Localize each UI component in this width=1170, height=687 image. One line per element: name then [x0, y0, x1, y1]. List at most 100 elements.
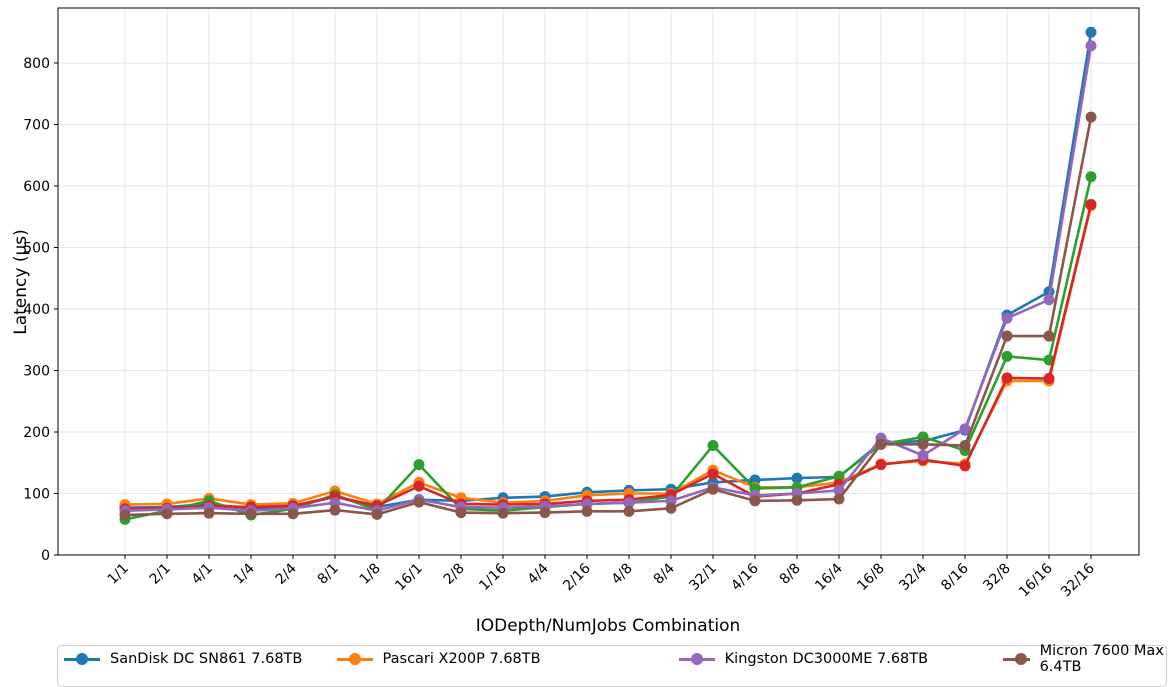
data-point: [1001, 350, 1013, 362]
x-tick-label: 16/16: [1016, 560, 1056, 600]
data-point: [833, 470, 845, 482]
data-point: [1001, 312, 1013, 324]
x-tick-label: 16/1: [392, 561, 426, 595]
series-line: [124, 116, 1093, 517]
y-tick-label: 500: [23, 241, 50, 257]
data-point: [1043, 294, 1055, 306]
series-lines: [119, 26, 1097, 525]
data-point: [1085, 198, 1097, 210]
data-point: [707, 483, 719, 495]
legend-item: Kingston DC3000ME 7.68TB: [673, 646, 997, 672]
data-point: [1043, 330, 1055, 342]
x-tick-label: 1/8: [357, 561, 384, 588]
data-point: [959, 460, 971, 472]
data-point: [875, 438, 887, 450]
legend-marker-icon: [336, 653, 373, 665]
x-tick-label: 2/16: [560, 560, 594, 594]
data-point: [623, 505, 635, 517]
data-point: [581, 505, 593, 517]
plot-frame: [57, 7, 1140, 556]
x-tick-label: 1/4: [231, 560, 258, 587]
data-point: [539, 507, 551, 519]
legend-label: Pascari X200P 7.68TB: [382, 651, 541, 667]
legend-marker-icon: [64, 653, 100, 665]
data-point: [413, 459, 425, 471]
x-tick-label: 1/1: [105, 561, 132, 588]
line-chart: 0 100 200 300 400 500 600 700 800 1/1 2/1 4/1 1/4 2/…: [11, 7, 1140, 636]
x-tick-label: 4/8: [609, 561, 636, 588]
data-point: [161, 508, 173, 520]
y-tick-label: 600: [23, 179, 50, 195]
data-point: [203, 507, 215, 519]
data-point: [1085, 26, 1097, 38]
grid: [58, 8, 1139, 556]
x-tick-label: 8/8: [777, 561, 804, 588]
data-point: [707, 468, 719, 480]
data-point: [119, 509, 131, 521]
x-tick-label: 1/16: [476, 560, 510, 594]
data-point: [875, 459, 887, 471]
data-point: [287, 508, 299, 520]
data-point: [1001, 372, 1013, 384]
x-tick-label: 4/1: [189, 561, 216, 588]
y-tick-label: 300: [23, 364, 50, 380]
y-tick-label: 400: [23, 302, 50, 318]
y-axis-label: Latency (µs): [11, 229, 31, 335]
data-point: [917, 449, 929, 461]
x-tick-label: 8/1: [315, 561, 342, 588]
data-point: [1001, 330, 1013, 342]
legend-label: SanDisk DC SN861 7.68TB: [110, 651, 303, 667]
data-point: [329, 504, 341, 516]
data-point: [1085, 171, 1097, 183]
data-point: [917, 438, 929, 450]
x-tick-label: 2/1: [147, 561, 174, 588]
y-tick-label: 0: [41, 548, 50, 564]
data-point: [413, 480, 425, 492]
data-point: [371, 508, 383, 520]
legend-item: SanDisk DC SN861 7.68TB: [58, 646, 331, 672]
x-tick-label: 4/4: [525, 560, 552, 587]
series-line: [124, 204, 1093, 511]
data-point: [707, 440, 719, 452]
y-axis-ticks: 0 100 200 300 400 500 600 700 800: [23, 56, 58, 564]
data-point: [749, 495, 761, 507]
x-tick-label: 4/16: [728, 560, 762, 594]
x-tick-label: 2/8: [441, 561, 468, 588]
data-point: [623, 497, 635, 509]
x-tick-label: 32/8: [980, 561, 1014, 595]
x-tick-label: 16/4: [812, 560, 846, 594]
series-line: [124, 32, 1093, 511]
data-point: [1085, 111, 1097, 123]
legend-item: Micron 7600 Max 6.4TB: [997, 643, 1166, 675]
x-tick-label: 32/4: [896, 560, 930, 594]
legend-label: Kingston DC3000ME 7.68TB: [724, 651, 929, 667]
data-point: [497, 507, 509, 519]
y-tick-label: 800: [23, 56, 50, 72]
x-tick-label: 32/16: [1058, 560, 1098, 600]
y-tick-label: 700: [23, 118, 50, 134]
x-tick-label: 16/8: [854, 561, 888, 595]
legend-marker-icon: [1002, 653, 1030, 665]
data-point: [245, 508, 257, 520]
series-line: [124, 176, 1093, 521]
data-point: [833, 493, 845, 505]
data-point: [791, 494, 803, 506]
data-point: [959, 440, 971, 452]
data-point: [1085, 40, 1097, 52]
x-tick-label: 8/16: [938, 560, 972, 594]
legend: SanDisk DC SN861 7.68TB Pascari X200P 7.6…: [57, 643, 1167, 687]
legend-marker-icon: [678, 653, 715, 665]
data-point: [455, 507, 467, 519]
y-tick-label: 200: [23, 425, 50, 441]
y-tick-label: 100: [23, 487, 50, 503]
x-tick-label: 8/4: [651, 560, 678, 587]
x-axis-label: IODepth/NumJobs Combination: [476, 616, 741, 636]
x-tick-label: 2/4: [273, 560, 300, 587]
data-point: [413, 496, 425, 508]
series-0: [119, 26, 1097, 515]
series-5: [119, 111, 1097, 521]
data-point: [791, 472, 803, 484]
series-line: [124, 205, 1093, 506]
series-2: [119, 171, 1097, 525]
data-point: [665, 502, 677, 514]
